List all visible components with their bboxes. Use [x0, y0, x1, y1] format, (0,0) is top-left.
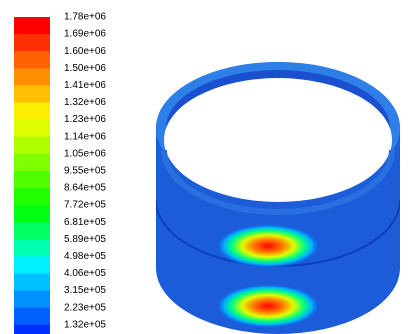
colorbar-label: 8.64e+05	[64, 183, 106, 194]
color-swatch	[14, 205, 50, 223]
color-swatch	[14, 68, 50, 86]
colorbar-label: 3.15e+05	[64, 285, 106, 296]
color-swatch	[14, 188, 50, 206]
colorbar-label: 1.32e+05	[64, 319, 106, 330]
ring-hole	[164, 78, 392, 202]
colorbar-label: 1.05e+06	[64, 148, 106, 159]
colorbar-label: 1.41e+06	[64, 80, 106, 91]
colorbar-label: 7.72e+05	[64, 200, 106, 211]
color-swatch	[14, 34, 50, 52]
color-swatch	[14, 154, 50, 172]
colorbar-label: 9.55e+05	[64, 166, 106, 177]
colorbar-label: 4.06e+05	[64, 268, 106, 279]
color-swatch	[14, 274, 50, 292]
colorbar-label: 1.69e+06	[64, 29, 106, 40]
color-swatch	[14, 17, 50, 35]
colorbar-label: 2.23e+05	[64, 302, 106, 313]
colorbar-label: 1.78e+06	[64, 12, 106, 23]
color-swatch	[14, 239, 50, 257]
hot-spot	[216, 224, 320, 268]
colorbar-label: 1.32e+06	[64, 97, 106, 108]
color-swatch	[14, 291, 50, 309]
colorbar-label: 5.89e+05	[64, 234, 106, 245]
color-swatch	[14, 256, 50, 274]
colorbar-label: 1.60e+06	[64, 46, 106, 57]
color-swatch	[14, 51, 50, 69]
colorbar-label: 6.81e+05	[64, 217, 106, 228]
hot-spot	[216, 284, 320, 328]
color-swatch	[14, 103, 50, 121]
color-swatch	[14, 222, 50, 240]
ring	[156, 62, 400, 334]
color-swatch	[14, 171, 50, 189]
color-swatch	[14, 120, 50, 138]
color-swatch	[14, 85, 50, 103]
color-swatch	[14, 325, 50, 334]
color-swatch	[14, 137, 50, 155]
colorbar-label: 1.50e+06	[64, 63, 106, 74]
color-swatch	[14, 308, 50, 326]
colorbar-label: 4.98e+05	[64, 251, 106, 262]
colorbar-label: 1.23e+06	[64, 114, 106, 125]
colorbar-label: 1.14e+06	[64, 131, 106, 142]
contour-view: 1.78e+06 1.69e+06 1.60e+06 1.50e+06 1.41e+06…	[0, 0, 411, 334]
